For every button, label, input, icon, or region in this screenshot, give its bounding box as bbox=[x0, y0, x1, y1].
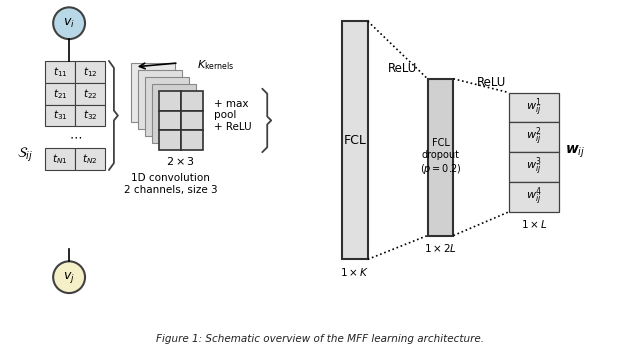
Bar bbox=[159, 91, 180, 111]
Text: ReLU: ReLU bbox=[477, 76, 506, 89]
Text: 2 channels, size 3: 2 channels, size 3 bbox=[124, 185, 218, 195]
Bar bbox=[45, 61, 75, 83]
Text: $t_{N2}$: $t_{N2}$ bbox=[83, 152, 98, 166]
Text: $K_{\mathrm{kernels}}$: $K_{\mathrm{kernels}}$ bbox=[196, 58, 234, 72]
Bar bbox=[180, 111, 202, 130]
Bar bbox=[342, 21, 368, 259]
Bar bbox=[75, 148, 105, 170]
Text: $\cdots$: $\cdots$ bbox=[68, 131, 82, 144]
Text: $w^{1}_{ij}$: $w^{1}_{ij}$ bbox=[526, 96, 542, 119]
Text: 1D convolution: 1D convolution bbox=[131, 173, 210, 183]
Bar bbox=[180, 91, 202, 111]
Text: $1\times L$: $1\times L$ bbox=[521, 218, 547, 230]
Text: $w^{3}_{ij}$: $w^{3}_{ij}$ bbox=[526, 156, 542, 178]
Text: $1\times K$: $1\times K$ bbox=[340, 266, 369, 278]
Text: ReLU: ReLU bbox=[388, 62, 417, 75]
Bar bbox=[45, 105, 75, 126]
Text: $t_{N1}$: $t_{N1}$ bbox=[52, 152, 68, 166]
Text: $w^{2}_{ij}$: $w^{2}_{ij}$ bbox=[526, 126, 542, 149]
Bar bbox=[509, 122, 559, 152]
Text: $t_{31}$: $t_{31}$ bbox=[52, 108, 67, 122]
Bar bbox=[145, 77, 189, 136]
Bar bbox=[509, 182, 559, 212]
Circle shape bbox=[53, 261, 85, 293]
Bar bbox=[75, 83, 105, 105]
Bar bbox=[45, 83, 75, 105]
Bar bbox=[509, 152, 559, 182]
Text: + max
pool
+ ReLU: + max pool + ReLU bbox=[214, 99, 252, 132]
Text: $\boldsymbol{w}_{ij}$: $\boldsymbol{w}_{ij}$ bbox=[564, 144, 585, 161]
Text: Figure 1: Schematic overview of the MFF learning architecture.: Figure 1: Schematic overview of the MFF … bbox=[156, 334, 484, 344]
Text: $1\times 2L$: $1\times 2L$ bbox=[424, 243, 457, 254]
Text: FCL: FCL bbox=[344, 134, 366, 147]
Bar bbox=[159, 111, 180, 130]
Text: $v_j$: $v_j$ bbox=[63, 270, 75, 285]
Bar bbox=[152, 84, 196, 143]
Text: $2\times3$: $2\times3$ bbox=[166, 155, 195, 167]
Circle shape bbox=[53, 7, 85, 39]
Text: FCL
dropout
$(p=0.2)$: FCL dropout $(p=0.2)$ bbox=[420, 138, 461, 176]
Text: $w^{4}_{ij}$: $w^{4}_{ij}$ bbox=[526, 186, 542, 208]
Bar bbox=[75, 105, 105, 126]
Text: $v_i$: $v_i$ bbox=[63, 17, 75, 30]
Bar bbox=[138, 70, 182, 130]
Bar bbox=[180, 130, 202, 150]
Text: $t_{32}$: $t_{32}$ bbox=[83, 108, 97, 122]
Bar bbox=[131, 63, 175, 122]
Bar bbox=[428, 79, 453, 235]
Text: $t_{11}$: $t_{11}$ bbox=[52, 65, 67, 79]
Bar bbox=[45, 148, 75, 170]
Text: $\mathcal{S}_{ij}$: $\mathcal{S}_{ij}$ bbox=[17, 146, 33, 164]
Text: $t_{21}$: $t_{21}$ bbox=[52, 87, 67, 101]
Text: $t_{22}$: $t_{22}$ bbox=[83, 87, 97, 101]
Text: $t_{12}$: $t_{12}$ bbox=[83, 65, 97, 79]
Bar bbox=[509, 93, 559, 122]
Bar bbox=[75, 61, 105, 83]
Bar bbox=[159, 130, 180, 150]
